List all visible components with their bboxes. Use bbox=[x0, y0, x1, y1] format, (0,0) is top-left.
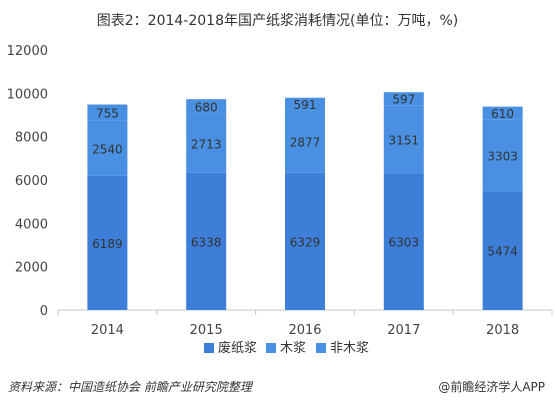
brand-note: @前瞻经济学人APP bbox=[438, 380, 545, 394]
x-tick-label: 2014 bbox=[91, 323, 124, 338]
source-note: 资料来源：中国造纸协会 前瞻产业研究院整理 bbox=[8, 380, 252, 394]
x-tick-label: 2016 bbox=[288, 323, 321, 338]
bar-value-label: 2540 bbox=[92, 142, 123, 156]
bar-segment-木浆 bbox=[482, 119, 523, 192]
bar-value-label: 755 bbox=[96, 107, 119, 121]
bar-segment-废纸浆 bbox=[285, 172, 325, 310]
y-tick-label: 12000 bbox=[7, 44, 48, 59]
x-tick-label: 2015 bbox=[190, 323, 223, 338]
y-tick-label: 10000 bbox=[7, 87, 48, 102]
bar-segment-废纸浆 bbox=[186, 172, 227, 310]
bar-value-label: 680 bbox=[195, 101, 218, 115]
bar-value-label: 2877 bbox=[290, 136, 321, 150]
y-tick-label: 0 bbox=[40, 304, 48, 319]
bar-value-label: 6303 bbox=[389, 236, 420, 250]
x-tick-label: 2018 bbox=[486, 323, 519, 338]
bar-value-label: 6338 bbox=[191, 235, 222, 249]
y-tick-label: 6000 bbox=[15, 174, 48, 189]
bar-value-label: 591 bbox=[294, 98, 317, 112]
bar-value-label: 2713 bbox=[191, 137, 222, 151]
bar-value-label: 597 bbox=[392, 93, 415, 107]
bar-value-label: 5474 bbox=[487, 245, 518, 259]
legend-label: 废纸浆 bbox=[218, 340, 257, 356]
bar-segment-木浆 bbox=[383, 105, 424, 174]
chart-title: 图表2：2014-2018年国产纸浆消耗情况(单位：万吨，%) bbox=[96, 13, 459, 29]
bar-segment-非木浆 bbox=[87, 104, 128, 121]
bar-segment-废纸浆 bbox=[87, 175, 128, 310]
bar-segment-非木浆 bbox=[285, 97, 325, 111]
bar-segment-木浆 bbox=[285, 110, 325, 173]
bar-segment-非木浆 bbox=[482, 106, 523, 120]
legend-swatch bbox=[204, 343, 214, 353]
bar-value-label: 6329 bbox=[290, 235, 321, 249]
legend-swatch bbox=[266, 343, 276, 353]
x-tick-label: 2017 bbox=[387, 323, 420, 338]
bar-segment-非木浆 bbox=[383, 92, 424, 106]
bar-segment-非木浆 bbox=[186, 99, 227, 114]
y-tick-label: 2000 bbox=[15, 261, 48, 276]
bar-segment-木浆 bbox=[87, 120, 128, 176]
bar-value-label: 6189 bbox=[92, 237, 123, 251]
y-tick-label: 8000 bbox=[15, 131, 48, 146]
bar-value-label: 610 bbox=[491, 107, 514, 121]
legend-label: 木浆 bbox=[280, 341, 306, 356]
legend-label: 非木浆 bbox=[330, 341, 369, 356]
bar-segment-废纸浆 bbox=[383, 173, 424, 310]
bar-value-label: 3303 bbox=[487, 150, 518, 164]
y-tick-label: 4000 bbox=[15, 217, 48, 232]
bar-segment-废纸浆 bbox=[482, 191, 523, 310]
bar-value-label: 3151 bbox=[389, 133, 420, 147]
bar-segment-木浆 bbox=[186, 113, 227, 173]
legend-swatch bbox=[316, 343, 326, 353]
